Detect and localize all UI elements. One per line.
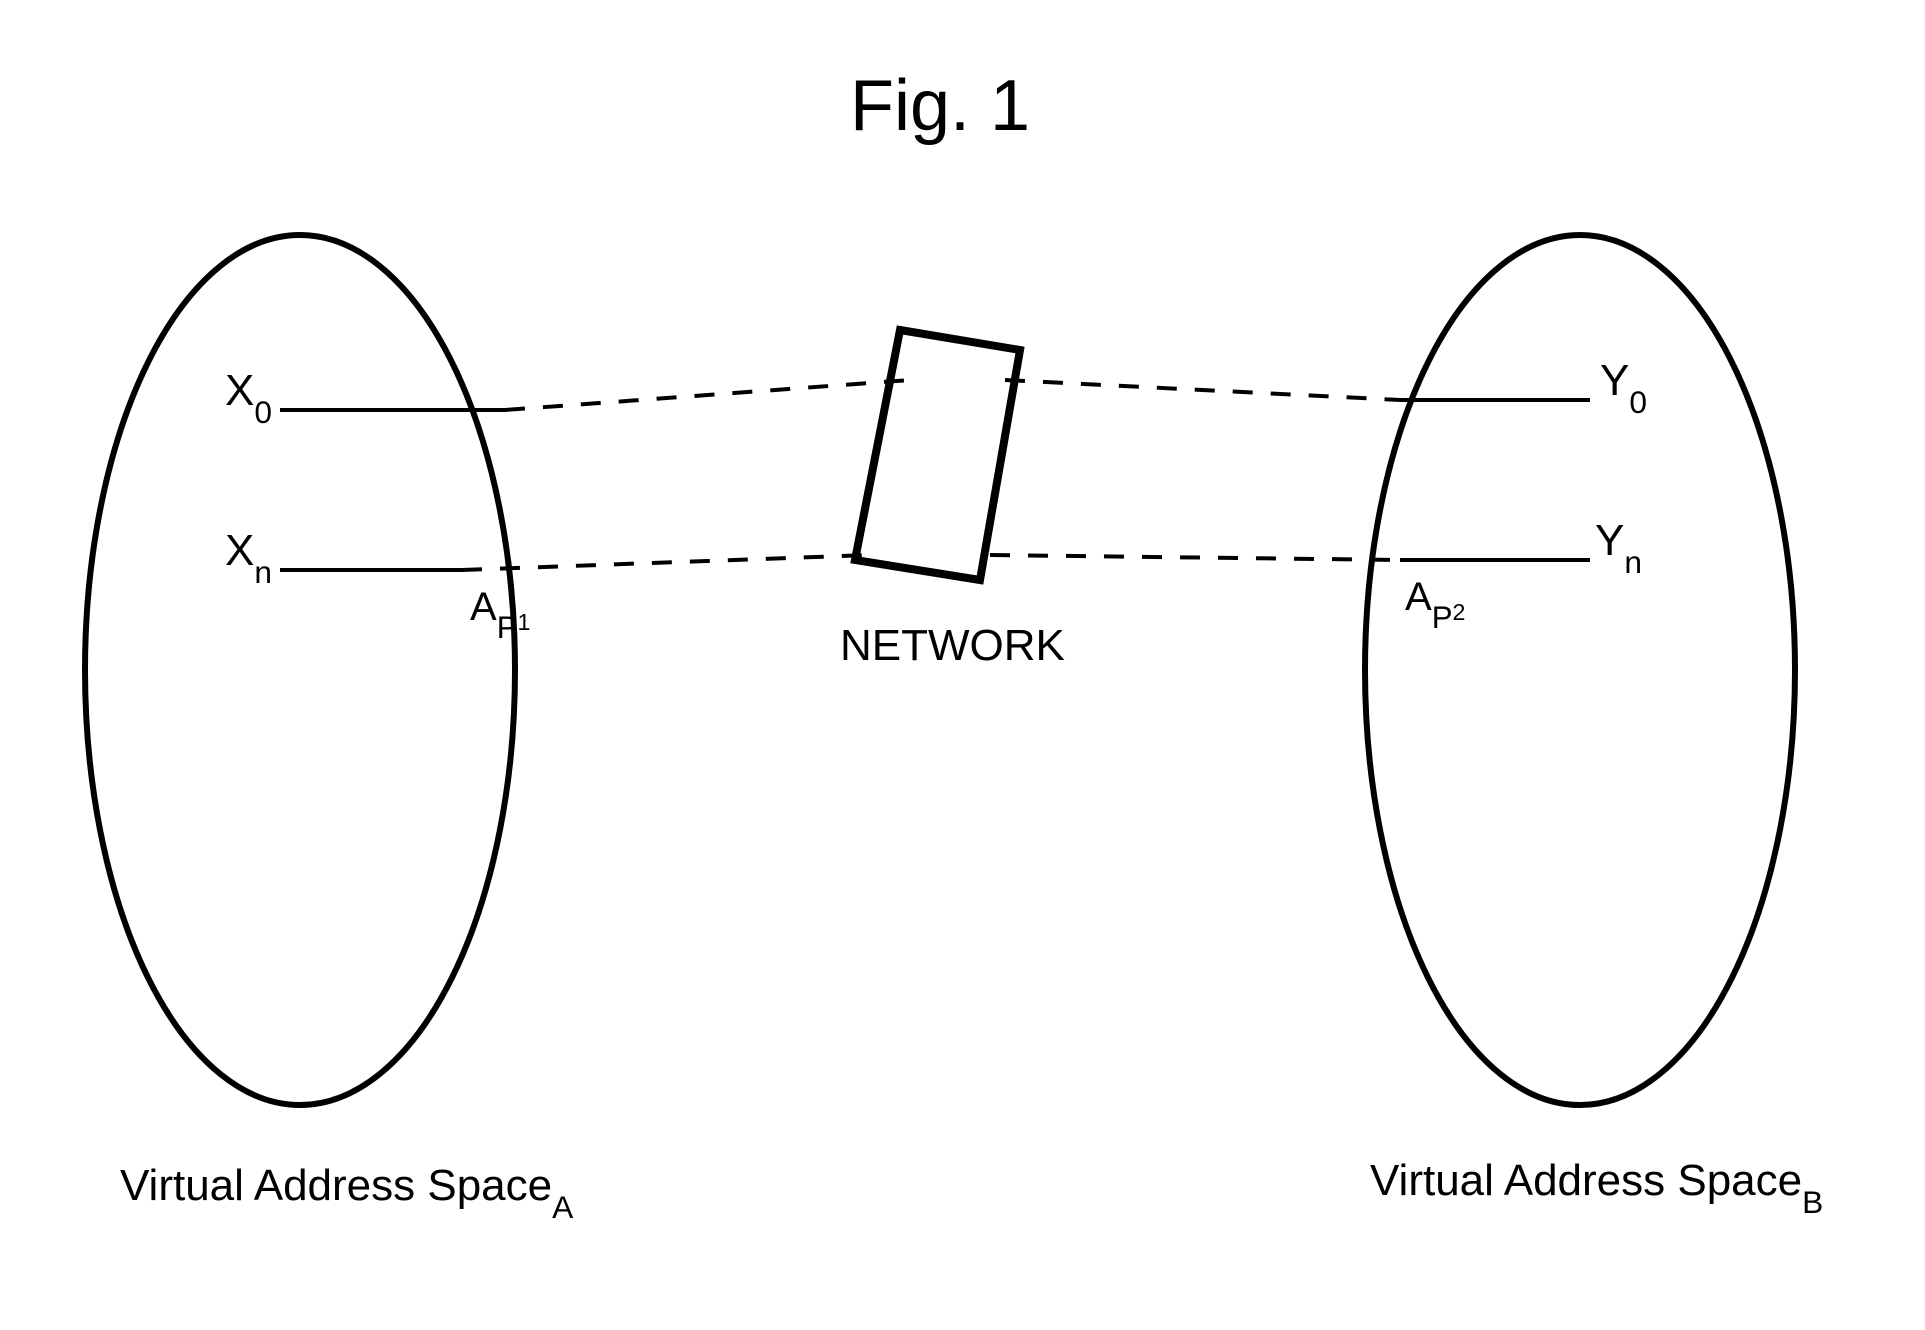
figure-title: Fig. 1: [850, 66, 1030, 146]
connection-line-5: [462, 555, 870, 570]
network-shape: [855, 330, 1020, 580]
label-virtual-address-space-b: Virtual Address SpaceB: [1370, 1156, 1823, 1220]
label-yn: Yn: [1595, 516, 1642, 580]
virtual-address-space-diagram: Fig. 1 X0 Xn Y0 Yn AP1 AP2 NETWORK Virtual Addre…: [0, 0, 1925, 1330]
network-label: NETWORK: [840, 621, 1065, 670]
connection-line-1: [505, 380, 910, 410]
label-y0: Y0: [1600, 356, 1647, 420]
label-xn: Xn: [225, 526, 272, 590]
connection-line-2: [1005, 380, 1400, 400]
label-x0: X0: [225, 366, 272, 430]
label-ap2: AP2: [1405, 575, 1465, 635]
left-address-space-ellipse: [85, 235, 515, 1105]
label-virtual-address-space-a: Virtual Address SpaceA: [120, 1161, 574, 1225]
label-ap1: AP1: [470, 585, 530, 645]
right-address-space-ellipse: [1365, 235, 1795, 1105]
connection-line-6: [990, 555, 1400, 560]
